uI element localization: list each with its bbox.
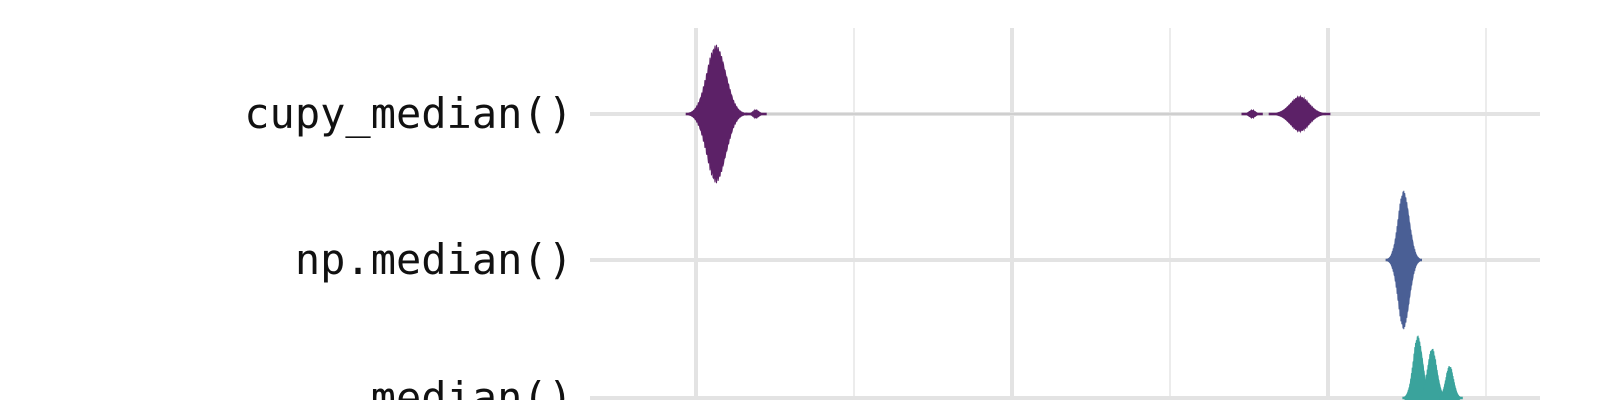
violin-shape	[1241, 109, 1263, 119]
violin-layer	[685, 44, 1463, 405]
y-tick-label: np.median()	[295, 235, 573, 284]
violin-shape	[1268, 94, 1331, 134]
y-tick-label: cupy_median()	[244, 89, 573, 138]
y-axis-labels: cupy_median() np.median() _median()	[244, 89, 573, 405]
y-tick-label: _median()	[345, 373, 573, 400]
violin-shape	[1385, 190, 1422, 330]
grid-layer	[590, 28, 1540, 400]
violin-shape	[745, 108, 767, 120]
violin-shape	[1436, 366, 1463, 405]
